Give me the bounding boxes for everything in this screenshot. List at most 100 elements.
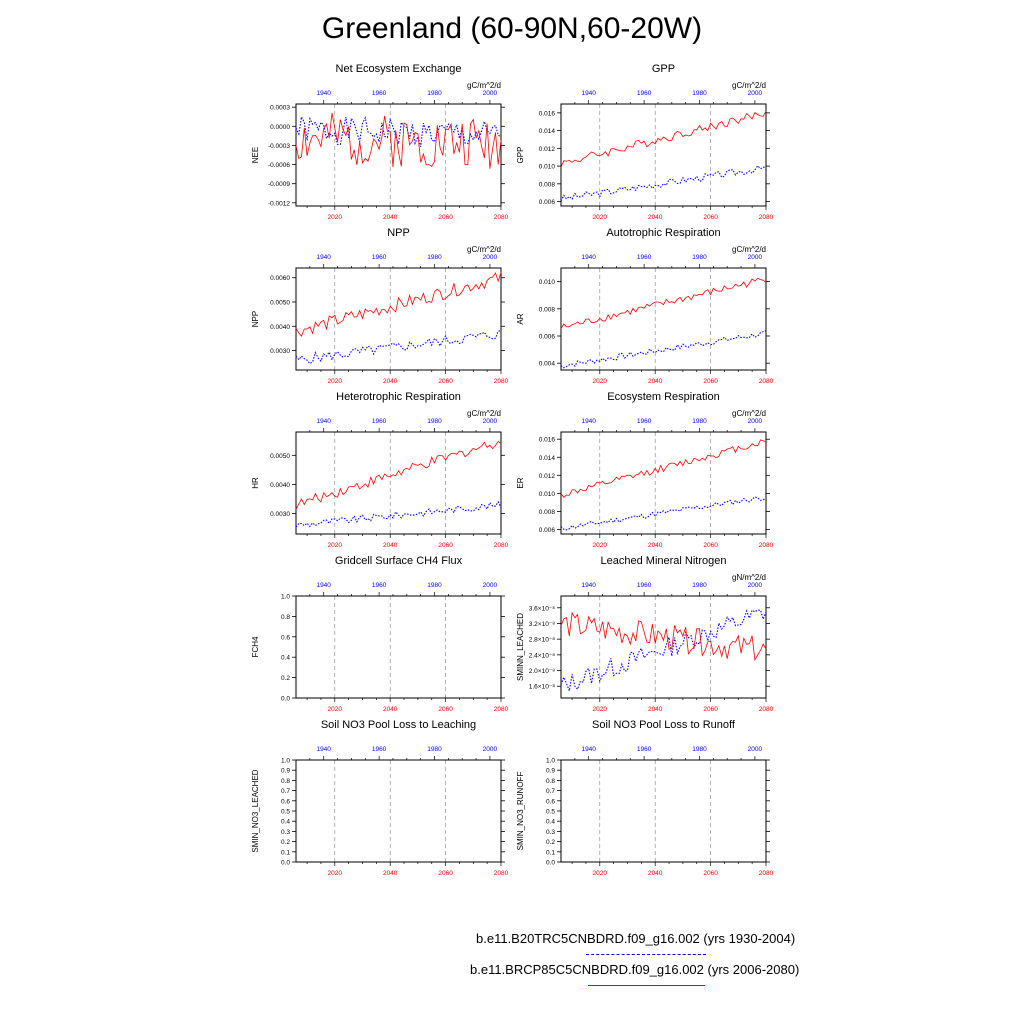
panel-9-ytick-label-9: 0.1: [281, 849, 290, 856]
panel-7-ytick-label-3: 0.4: [281, 655, 290, 662]
panel-4-xtick-label-2080: 2080: [759, 378, 774, 385]
panel-2-xtick-label-2040: 2040: [648, 214, 663, 221]
panel-7-ytick-label-2: 0.6: [281, 634, 290, 641]
panel-2-series-future: [560, 110, 767, 168]
panel-3-units: gC/m^2/d: [467, 245, 501, 254]
panel-10-title: Soil NO3 Pool Loss to Runoff: [592, 719, 736, 731]
panel-5-ytick-label-2: 0.0030: [270, 511, 290, 518]
panel-8-ytick-label-2: 2.8×10⁻⁸: [529, 637, 555, 644]
panel-9-ytick-label-8: 0.2: [281, 839, 290, 846]
panel-1-xtick-label-2080: 2080: [494, 214, 509, 221]
panel-10-ytick-label-8: 0.2: [546, 839, 555, 846]
panel-5-ytick-label-0: 0.0050: [270, 453, 290, 460]
panel-8-ytick-label-3: 2.4×10⁻⁸: [529, 652, 555, 659]
panel-9-xtick-label-2040: 2040: [383, 870, 398, 877]
panel-4-top-tick-label-1960: 1960: [637, 254, 652, 261]
panel-6-xtick-label-2080: 2080: [759, 542, 774, 549]
panel-1-top-tick-label-1980: 1980: [427, 90, 442, 97]
panel-10-ytick-label-6: 0.4: [546, 819, 555, 826]
legend-future-swatch: [588, 985, 705, 986]
panel-2-series-hist: [560, 164, 767, 202]
panel-8-ytick-label-4: 2.0×10⁻⁸: [529, 668, 555, 675]
legend-hist-label: b.e11.B20TRC5CNBDRD.f09_g16.002 (yrs 193…: [476, 931, 796, 946]
panel-7-ytick-label-0: 1.0: [281, 594, 290, 601]
panel-9-top-tick-label-1960: 1960: [372, 746, 387, 753]
legend-hist-swatch: [586, 954, 706, 955]
panel-7-ylabel: FCH4: [251, 636, 260, 657]
panel-6-ylabel: ER: [516, 477, 525, 488]
panel-2-top-tick-label-2000: 2000: [748, 90, 763, 97]
panel-10-ytick-label-4: 0.6: [546, 798, 555, 805]
panel-4-title: Autotrophic Respiration: [606, 227, 720, 239]
panel-10-ytick-label-1: 0.9: [546, 768, 555, 775]
panel-4-ylabel: AR: [516, 313, 525, 324]
panel-3-ytick-label-3: 0.0030: [270, 348, 290, 355]
panel-8-xtick-label-2060: 2060: [703, 706, 718, 713]
panel-10-xtick-label-2020: 2020: [593, 870, 608, 877]
panel-9-ytick-label-1: 0.9: [281, 768, 290, 775]
panel-2-title: GPP: [652, 63, 675, 75]
panel-10-xtick-label-2060: 2060: [703, 870, 718, 877]
panel-6-top-tick-label-1980: 1980: [692, 418, 707, 425]
panel-6-units: gC/m^2/d: [732, 409, 766, 418]
legend-future-label: b.e11.BRCP85C5CNBDRD.f09_g16.002 (yrs 20…: [470, 962, 800, 977]
panel-8-units: gN/m^2/d: [732, 573, 766, 582]
panel-4-ytick-label-3: 0.004: [539, 361, 556, 368]
panel-3-ytick-label-1: 0.0050: [270, 300, 290, 307]
panel-7-ytick-label-5: 0.0: [281, 696, 290, 703]
panel-1-xtick-label-2040: 2040: [383, 214, 398, 221]
panel-2-xtick-label-2020: 2020: [593, 214, 608, 221]
panel-3-top-tick-label-1960: 1960: [372, 254, 387, 261]
panel-9-ytick-label-5: 0.5: [281, 809, 290, 816]
panel-8-top-tick-label-1960: 1960: [637, 582, 652, 589]
panel-7-xtick-label-2020: 2020: [328, 706, 343, 713]
panel-7-ytick-label-1: 0.8: [281, 614, 290, 621]
panel-1-ytick-label-3: -0.0006: [268, 162, 290, 169]
panel-5-units: gC/m^2/d: [467, 409, 501, 418]
panel-5-ylabel: HR: [251, 477, 260, 489]
panel-5-series-future: [295, 440, 502, 510]
panel-9-xtick-label-2060: 2060: [438, 870, 453, 877]
panel-6-xtick-label-2060: 2060: [703, 542, 718, 549]
panel-1-top-tick-label-1940: 1940: [316, 90, 331, 97]
panel-7-top-tick-label-1940: 1940: [316, 582, 331, 589]
panel-7-top-tick-label-1960: 1960: [372, 582, 387, 589]
panel-1-frame: [295, 103, 502, 207]
panel-1-ytick-label-4: -0.0009: [268, 181, 290, 188]
panel-7-title: Gridcell Surface CH4 Flux: [335, 555, 463, 567]
panel-2-ytick-label-3: 0.010: [539, 164, 556, 171]
panel-6-top-tick-label-1940: 1940: [581, 418, 596, 425]
panel-1-xtick-label-2060: 2060: [438, 214, 453, 221]
panel-6-ytick-label-3: 0.010: [539, 491, 556, 498]
panel-5-top-tick-label-1980: 1980: [427, 418, 442, 425]
panel-1-ytick-label-1: 0.0000: [270, 124, 290, 131]
panel-10-xtick-label-2080: 2080: [759, 870, 774, 877]
panel-7-xtick-label-2060: 2060: [438, 706, 453, 713]
panel-6-ytick-label-2: 0.012: [539, 473, 556, 480]
panel-3-xtick-label-2060: 2060: [438, 378, 453, 385]
panel-4-xtick-label-2020: 2020: [593, 378, 608, 385]
panel-10-ytick-label-10: 0.0: [546, 860, 555, 867]
panel-2-top-tick-label-1980: 1980: [692, 90, 707, 97]
panel-9-ytick-label-0: 1.0: [281, 758, 290, 765]
panel-3-ylabel: NPP: [251, 311, 260, 327]
panel-1-top-tick-label-2000: 2000: [483, 90, 498, 97]
panel-1-ytick-label-0: 0.0003: [270, 105, 290, 112]
panel-4-top-tick-label-1940: 1940: [581, 254, 596, 261]
panel-4-top-tick-label-1980: 1980: [692, 254, 707, 261]
panel-10-top-tick-label-2000: 2000: [748, 746, 763, 753]
panel-6-xtick-label-2040: 2040: [648, 542, 663, 549]
panel-8-series-future: [560, 611, 767, 662]
panel-7-top-tick-label-2000: 2000: [483, 582, 498, 589]
panel-8-top-tick-label-1940: 1940: [581, 582, 596, 589]
panel-4-ytick-label-2: 0.006: [539, 334, 556, 341]
panel-2-frame: [560, 103, 767, 207]
panel-10-ytick-label-3: 0.7: [546, 788, 555, 795]
panel-3-xtick-label-2040: 2040: [383, 378, 398, 385]
panel-2-ytick-label-2: 0.012: [539, 146, 556, 153]
panel-7-frame: [295, 595, 502, 699]
panel-1-xtick-label-2020: 2020: [328, 214, 343, 221]
panel-9-title: Soil NO3 Pool Loss to Leaching: [321, 719, 476, 731]
panel-5-ytick-label-1: 0.0040: [270, 482, 290, 489]
panel-8-ytick-label-5: 1.6×10⁻⁸: [529, 684, 555, 691]
